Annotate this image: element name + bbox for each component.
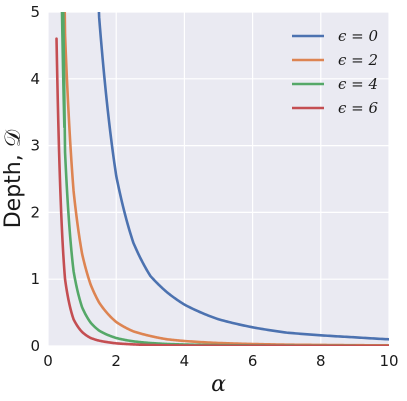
y-tick-label: 5 [30,3,40,21]
y-tick-label: 1 [30,270,40,288]
y-tick-label: 3 [30,137,40,155]
x-tick-label: 2 [111,352,121,370]
legend-label: ϵ = 6 [338,99,379,117]
x-tick-label: 8 [316,352,326,370]
legend-label: ϵ = 2 [338,51,378,69]
y-tick-label: 4 [30,70,40,88]
y-tick-label: 2 [30,203,40,221]
x-tick-label: 0 [43,352,53,370]
y-tick-labels: 0 1 2 3 4 5 [30,3,40,355]
series-line-0 [97,12,389,341]
x-tick-labels: 0 2 4 6 8 10 [43,352,398,370]
x-tick-label: 4 [180,352,190,370]
y-tick-label: 0 [30,337,40,355]
legend-label: ϵ = 4 [338,75,378,93]
y-axis-label: Depth, 𝒟 [1,129,26,228]
x-tick-label: 6 [248,352,258,370]
plot-background [48,12,389,346]
legend-label: ϵ = 0 [338,27,379,45]
legend: ϵ = 0 ϵ = 2 ϵ = 4 ϵ = 6 [292,27,379,117]
x-axis-label: α [211,372,226,397]
x-tick-label: 10 [379,352,398,370]
series-line-3 [55,37,389,346]
series-group [55,12,389,346]
